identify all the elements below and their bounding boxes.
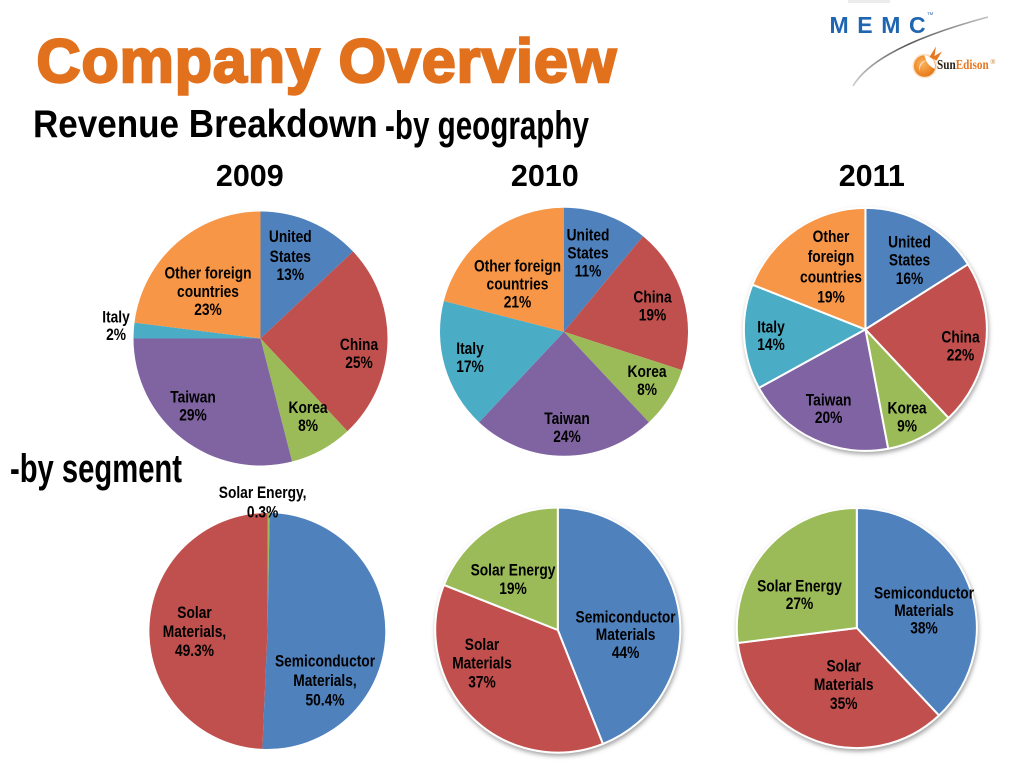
svg-text:35%: 35% [830,695,858,713]
svg-text:Taiwan: Taiwan [544,410,590,428]
svg-text:Taiwan: Taiwan [806,391,852,409]
svg-text:countries: countries [487,275,549,293]
svg-text:China: China [340,336,379,354]
svg-text:United: United [269,228,312,246]
svg-text:Materials: Materials [894,602,954,620]
svg-text:23%: 23% [194,301,222,319]
svg-text:Korea: Korea [289,399,329,417]
svg-text:38%: 38% [910,619,938,637]
svg-text:®: ® [991,58,996,66]
svg-text:States: States [270,248,311,266]
svg-text:United: United [567,226,610,244]
svg-text:Solar Energy,: Solar Energy, [219,484,307,502]
svg-text:8%: 8% [298,417,318,435]
svg-text:Korea: Korea [888,400,928,418]
svg-text:Italy: Italy [456,340,484,358]
svg-text:22%: 22% [947,347,975,365]
svg-text:United: United [888,233,931,251]
svg-text:Other foreign: Other foreign [164,265,251,283]
svg-text:13%: 13% [277,266,305,284]
svg-text:Other foreign: Other foreign [474,257,561,275]
svg-text:Solar: Solar [826,658,861,676]
svg-text:Solar Energy: Solar Energy [471,562,556,580]
svg-text:49.3%: 49.3% [175,642,214,660]
svg-text:29%: 29% [179,406,207,424]
svg-text:Taiwan: Taiwan [170,389,216,407]
svg-text:19%: 19% [639,306,667,324]
svg-text:16%: 16% [896,270,924,288]
svg-text:Solar: Solar [465,636,500,654]
svg-text:Semiconductor: Semiconductor [576,609,676,627]
svg-text:Materials: Materials [814,676,874,694]
svg-text:Italy: Italy [757,319,785,337]
svg-text:Materials,: Materials, [293,672,356,690]
svg-text:States: States [567,244,608,262]
svg-text:0.3%: 0.3% [247,503,278,521]
svg-text:Korea: Korea [628,363,668,381]
svg-text:2%: 2% [106,326,126,344]
svg-text:States: States [889,252,930,270]
svg-text:Semiconductor: Semiconductor [874,584,974,602]
svg-text:Materials: Materials [596,626,656,644]
svg-text:Italy: Italy [102,309,130,327]
svg-text:8%: 8% [637,381,657,399]
svg-text:Materials: Materials [452,655,512,673]
svg-text:37%: 37% [468,673,496,691]
svg-text:17%: 17% [456,358,484,376]
svg-text:Solar Energy: Solar Energy [757,578,842,596]
svg-text:50.4%: 50.4% [306,691,345,709]
svg-text:Materials,: Materials, [163,623,226,641]
svg-text:19%: 19% [817,288,845,306]
svg-text:countries: countries [177,283,239,301]
svg-text:21%: 21% [504,293,532,311]
svg-text:™: ™ [927,12,934,19]
svg-text:China: China [633,288,672,306]
svg-text:20%: 20% [815,409,843,427]
svg-text:24%: 24% [553,428,581,446]
svg-text:19%: 19% [499,580,527,598]
svg-text:Semiconductor: Semiconductor [275,653,375,671]
svg-text:China: China [941,328,980,346]
svg-text:Other: Other [813,228,850,246]
svg-text:14%: 14% [757,336,785,354]
svg-text:Solar: Solar [177,604,212,622]
svg-text:countries: countries [800,268,862,286]
svg-text:9%: 9% [897,418,917,436]
svg-text:27%: 27% [786,595,814,613]
svg-text:25%: 25% [345,354,373,372]
svg-text:11%: 11% [575,262,602,280]
svg-text:foreign: foreign [808,248,855,266]
svg-text:44%: 44% [612,644,640,662]
